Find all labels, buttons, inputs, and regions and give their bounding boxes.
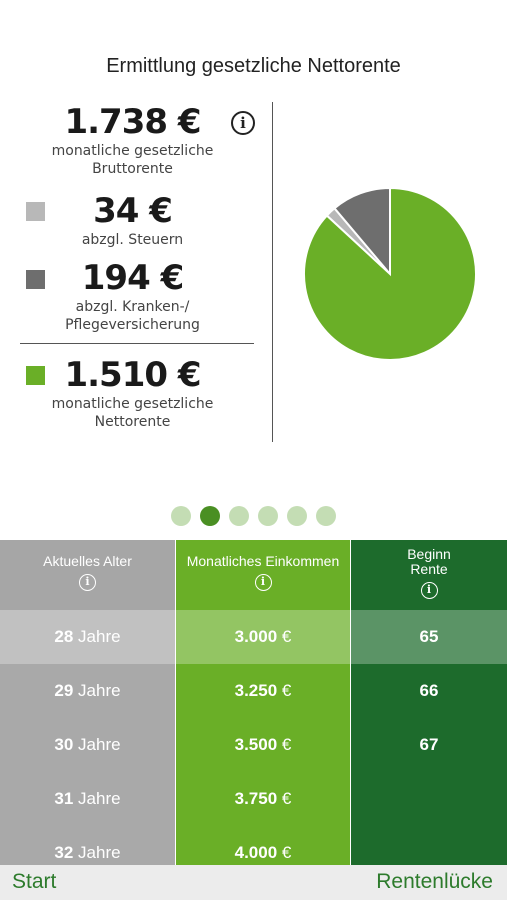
brutto-label-1: monatliche gesetzliche [51,143,214,159]
age-cell[interactable]: 30 Jahre [54,735,121,754]
header-rente[interactable]: Beginn Rente i [351,540,507,610]
page-indicator[interactable] [0,506,507,526]
header-rente-line2: Rente [410,561,448,577]
row-highlight [351,610,507,664]
vertical-divider [272,102,273,442]
kranken-swatch [26,270,45,289]
info-icon[interactable]: i [231,111,255,135]
rente-cell[interactable]: 65 [419,627,439,646]
rente-cell[interactable]: 66 [419,681,439,700]
column-alter: Aktuelles Alter i 28 Jahre 29 Jahre 30 Jah… [0,540,175,865]
page-dot-2[interactable] [229,506,249,526]
info-icon[interactable]: i [254,574,272,591]
pie-slice-2 [303,186,477,361]
income-cell[interactable]: 3.250 € [234,681,292,700]
netto-label-1: monatliche gesetzliche [51,396,214,412]
age-cell[interactable]: 29 Jahre [54,681,121,700]
age-cell[interactable]: 32 Jahre [54,843,121,862]
start-link[interactable]: Start [12,870,57,893]
income-cell[interactable]: 4.000 € [234,843,292,862]
row-highlight [176,610,350,664]
header-einkommen[interactable]: Monatliches Einkommen i [176,540,350,610]
rente-cell[interactable]: 67 [419,735,439,754]
footer-nav: Start Rentenlücke [0,865,507,900]
netto-block: 1.510 € monatliche gesetzliche Nettorent… [0,355,265,431]
age-cell[interactable]: 28 Jahre [54,627,121,646]
netto-swatch [26,366,45,385]
info-icon[interactable]: i [420,582,438,599]
header-rente-line1: Beginn [407,546,451,562]
income-cell[interactable]: 3.500 € [234,735,292,754]
row-highlight [0,610,175,664]
steuern-block: 34 € abzgl. Steuern [0,191,265,249]
header-einkommen-label: Monatliches Einkommen [186,553,340,569]
brutto-amount: 1.738 € [64,102,201,142]
divider [20,343,254,344]
kranken-block: 194 € abzgl. Kranken-/ Pflegeversicherun… [0,258,265,334]
page-title: Ermittlung gesetzliche Nettorente [106,55,401,77]
income-cell[interactable]: 3.750 € [234,789,292,808]
column-rente: Beginn Rente i 65 66 67 [351,540,507,865]
page-dot-4[interactable] [287,506,307,526]
brutto-block: 1.738 € monatliche gesetzliche Bruttoren… [0,102,265,178]
page-dot-5[interactable] [316,506,336,526]
kranken-amount: 194 € [81,258,184,298]
netto-label-2: Nettorente [94,414,171,430]
income-table: Aktuelles Alter i 28 Jahre 29 Jahre 30 Jah… [0,540,507,865]
income-cell[interactable]: 3.000 € [234,627,292,646]
rentenluecke-link[interactable]: Rentenlücke [376,870,493,893]
kranken-label-1: abzgl. Kranken-/ [75,299,190,315]
steuern-label: abzgl. Steuern [81,232,184,248]
netto-amount: 1.510 € [64,355,201,395]
pie-chart [303,186,477,361]
steuern-swatch [26,202,45,221]
column-einkommen: Monatliches Einkommen i 3.000 € 3.250 € 3.… [176,540,350,865]
page-dot-3[interactable] [258,506,278,526]
brutto-label-2: Bruttorente [92,161,173,177]
page-dot-1[interactable] [200,506,220,526]
rente-cell[interactable] [351,772,507,826]
steuern-amount: 34 € [93,191,173,231]
header-alter[interactable]: Aktuelles Alter i [0,540,175,610]
header-alter-label: Aktuelles Alter [43,553,132,569]
info-icon[interactable]: i [79,574,96,591]
kranken-label-2: Pflegeversicherung [65,317,200,333]
page-dot-0[interactable] [171,506,191,526]
age-cell[interactable]: 31 Jahre [54,789,121,808]
